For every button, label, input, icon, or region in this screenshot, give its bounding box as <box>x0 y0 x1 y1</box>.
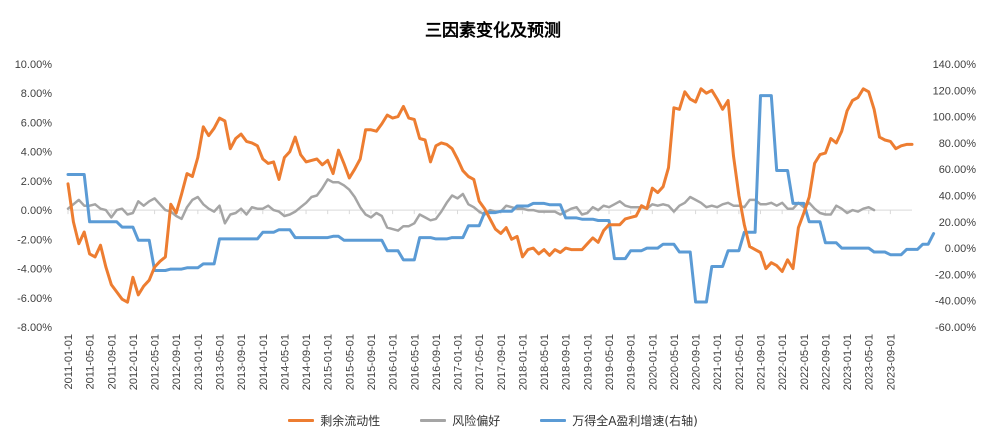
x-tick-label: 2011-05-01 <box>85 334 97 389</box>
x-tick-label: 2015-09-01 <box>366 334 378 390</box>
x-tick-label: 2011-01-01 <box>63 334 75 389</box>
right-tick-label: 100.00% <box>933 112 977 124</box>
legend-item-wind-a-earnings-growth: 万得全A盈利增速(右轴) <box>540 412 698 429</box>
left-tick-label: -4.00% <box>17 264 52 276</box>
x-tick-label: 2017-01-01 <box>453 334 465 390</box>
x-tick-label: 2020-05-01 <box>669 334 681 390</box>
left-axis-ticks: -8.00% -6.00% -4.00% -2.00% 0.00% 2.00% 4.00% 6… <box>15 59 53 334</box>
x-tick-label: 2013-05-01 <box>214 334 226 390</box>
x-tick-label: 2012-01-01 <box>128 334 140 390</box>
x-tick-label: 2021-01-01 <box>712 334 724 390</box>
x-tick-label: 2020-01-01 <box>647 334 659 390</box>
legend-item-risk-appetite: 风险偏好 <box>420 412 500 429</box>
x-tick-label: 2022-05-01 <box>799 334 811 390</box>
legend: 剩余流动性 风险偏好 万得全A盈利增速(右轴) <box>0 412 986 429</box>
right-tick-label: 40.00% <box>939 191 977 203</box>
x-tick-label: 2020-09-01 <box>691 334 703 390</box>
x-tick-label: 2019-01-01 <box>582 334 594 390</box>
legend-label-wind-a-earnings-growth: 万得全A盈利增速(右轴) <box>572 414 698 428</box>
series-layer <box>66 87 936 304</box>
x-tick-label: 2021-09-01 <box>756 334 768 390</box>
right-tick-label: -20.00% <box>935 269 976 281</box>
right-tick-label: 60.00% <box>939 164 977 176</box>
x-tick-label: 2019-05-01 <box>604 334 616 390</box>
left-tick-label: 10.00% <box>15 59 53 71</box>
series-line-0 <box>66 87 914 304</box>
series-line-2 <box>66 94 936 304</box>
right-axis-ticks: -60.00% -40.00% -20.00% 0.00% 20.00% 40.00% 60… <box>933 59 977 334</box>
x-axis-ticks: 2011-01-01 2011-05-01 2011-09-01 2012-01-01… <box>63 210 897 390</box>
x-tick-label: 2012-09-01 <box>171 334 183 390</box>
left-tick-label: 8.00% <box>21 88 52 100</box>
legend-label-residual-liquidity: 剩余流动性 <box>320 414 381 428</box>
left-tick-label: 6.00% <box>21 117 52 129</box>
x-tick-label: 2018-01-01 <box>517 334 529 390</box>
x-tick-label: 2019-09-01 <box>626 334 638 390</box>
x-tick-label: 2022-01-01 <box>777 334 789 390</box>
x-tick-label: 2015-05-01 <box>344 334 356 390</box>
x-tick-label: 2016-05-01 <box>409 334 421 390</box>
x-tick-label: 2023-09-01 <box>885 334 897 390</box>
legend-item-residual-liquidity: 剩余流动性 <box>288 412 380 429</box>
x-tick-label: 2014-09-01 <box>301 334 313 390</box>
x-tick-label: 2016-09-01 <box>431 334 443 390</box>
x-tick-label: 2018-05-01 <box>539 334 551 390</box>
x-tick-label: 2018-09-01 <box>561 334 573 390</box>
x-tick-label: 2017-05-01 <box>474 334 486 390</box>
legend-swatch-risk-appetite <box>420 419 447 422</box>
series-line-1 <box>66 178 876 232</box>
x-tick-label: 2016-01-01 <box>388 334 400 390</box>
x-tick-label: 2012-05-01 <box>150 334 162 390</box>
x-tick-label: 2011-09-01 <box>106 334 118 389</box>
x-tick-label: 2013-09-01 <box>236 334 248 390</box>
x-tick-label: 2014-05-01 <box>279 334 291 390</box>
left-tick-label: -2.00% <box>17 234 52 246</box>
right-tick-label: 20.00% <box>939 217 977 229</box>
right-tick-label: -40.00% <box>935 296 976 308</box>
x-tick-label: 2023-05-01 <box>864 334 876 390</box>
right-tick-label: -60.00% <box>935 322 976 334</box>
x-tick-label: 2023-01-01 <box>842 334 854 390</box>
left-tick-label: -6.00% <box>17 293 52 305</box>
x-tick-label: 2013-01-01 <box>193 334 205 390</box>
left-tick-label: 0.00% <box>21 205 52 217</box>
x-tick-label: 2022-09-01 <box>820 334 832 390</box>
left-tick-label: 2.00% <box>21 176 52 188</box>
legend-swatch-wind-a-earnings-growth <box>540 419 567 422</box>
chart-title: 三因素变化及预测 <box>425 21 561 41</box>
right-tick-label: 0.00% <box>945 243 976 255</box>
x-tick-label: 2015-01-01 <box>323 334 335 390</box>
x-tick-label: 2021-05-01 <box>734 334 746 390</box>
legend-swatch-residual-liquidity <box>288 419 315 422</box>
right-tick-label: 80.00% <box>939 138 977 150</box>
right-tick-label: 140.00% <box>933 59 977 71</box>
left-tick-label: 4.00% <box>21 147 52 159</box>
right-tick-label: 120.00% <box>933 85 977 97</box>
legend-label-risk-appetite: 风险偏好 <box>452 414 501 428</box>
left-tick-label: -8.00% <box>17 322 52 334</box>
x-tick-label: 2017-09-01 <box>496 334 508 390</box>
x-tick-label: 2014-01-01 <box>258 334 270 390</box>
